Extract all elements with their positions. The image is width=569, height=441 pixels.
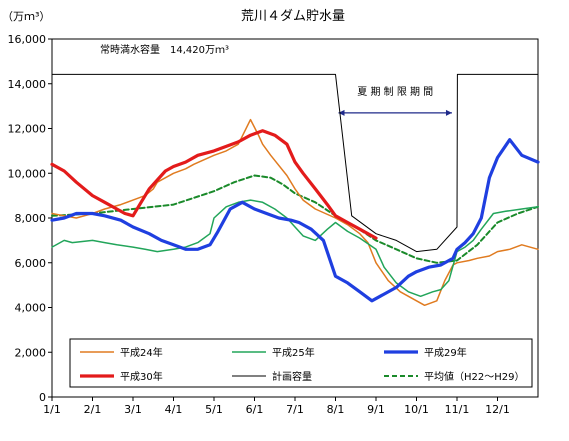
period-arrowhead-left — [338, 109, 345, 116]
x-tick-label: 4/1 — [165, 403, 183, 416]
x-tick-label: 11/1 — [445, 403, 470, 416]
y-axis-unit: （万ｍ³） — [2, 10, 50, 23]
y-axis: 0 2,000 4,000 6,000 8,000 10,000 12,000 14,000 1… — [8, 33, 52, 404]
y-tick-label: 14,000 — [8, 78, 47, 91]
x-tick-label: 8/1 — [327, 403, 345, 416]
x-tick-label: 2/1 — [84, 403, 102, 416]
legend-label: 平成30年 — [120, 370, 163, 383]
x-tick-label: 9/1 — [367, 403, 385, 416]
y-tick-label: 2,000 — [15, 346, 47, 359]
series-layer — [50, 73, 540, 307]
summer-restriction-period: 夏 期 制 限 期 間 — [338, 85, 452, 116]
y-tick-label: 16,000 — [8, 33, 47, 46]
series-line-3 — [50, 129, 378, 240]
y-tick-label: 6,000 — [15, 257, 47, 270]
period-label: 夏 期 制 限 期 間 — [357, 85, 433, 98]
y-tick-label: 0 — [39, 391, 46, 404]
x-tick-label: 10/1 — [404, 403, 429, 416]
legend-label: 平成24年 — [120, 346, 163, 359]
y-tick-label: 10,000 — [8, 167, 47, 180]
x-tick-label: 12/1 — [485, 403, 510, 416]
y-tick-label: 12,000 — [8, 123, 47, 136]
capacity-note: 常時満水容量 14,420万ｍ³ — [100, 43, 229, 56]
y-tick-label: 4,000 — [15, 302, 47, 315]
x-tick-label: 7/1 — [286, 403, 304, 416]
chart-title: 荒川４ダム貯水量 — [241, 9, 345, 24]
x-tick-label: 5/1 — [205, 403, 223, 416]
series-line-4 — [51, 73, 539, 253]
legend-label: 計画容量 — [272, 370, 312, 383]
x-tick-label: 6/1 — [246, 403, 264, 416]
period-arrowhead-right — [445, 109, 452, 116]
y-tick-label: 8,000 — [15, 212, 47, 225]
legend-label: 平均値（H22～H29） — [424, 370, 525, 383]
series-line-5 — [51, 174, 539, 264]
series-line-2 — [50, 138, 540, 303]
legend-box — [69, 338, 533, 388]
legend-label: 平成29年 — [424, 346, 467, 359]
x-tick-label: 1/1 — [43, 403, 61, 416]
x-axis: 1/1 2/1 3/1 4/1 5/1 6/1 7/1 8/1 9/1 10/1 11/1 12/1 — [43, 397, 510, 416]
legend-label: 平成25年 — [272, 346, 315, 359]
x-tick-label: 3/1 — [124, 403, 142, 416]
